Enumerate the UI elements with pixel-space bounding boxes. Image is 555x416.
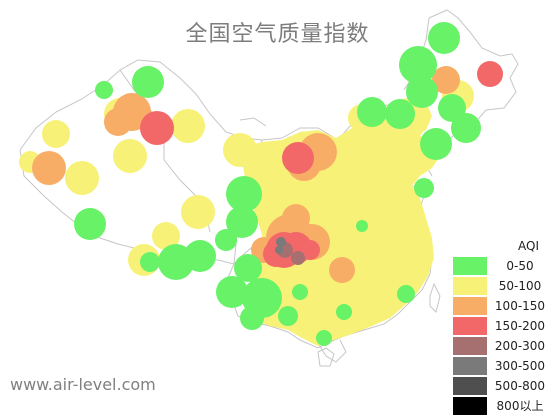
legend-label-300-500: 300-500 [494,359,546,373]
legend-title: AQI [518,239,539,253]
legend-row-50-100: 50-100 [453,276,553,296]
legend-label-0-50: 0-50 [506,259,534,273]
aqi-map [19,9,519,367]
aqi-0-50-zones [74,22,481,346]
legend-label-150-200: 150-200 [494,319,546,333]
legend-swatch-200-300 [453,337,487,355]
legend-label-50-100: 50-100 [498,279,542,293]
island-outlines [317,282,441,367]
legend-row-300-500: 300-500 [453,356,553,376]
legend-swatch-50-100 [453,277,487,295]
legend-swatch-500-800 [453,377,487,395]
aqi-150-200-zones [140,61,503,268]
legend-row-500-800: 500-800 [453,376,553,396]
legend-swatch-150-200 [453,317,487,335]
legend-row-100-150: 100-150 [453,296,553,316]
site-url: www.air-level.com [10,375,156,394]
legend-row-200-300: 200-300 [453,336,553,356]
legend-row-150-200: 150-200 [453,316,553,336]
legend-swatch-300-500 [453,357,487,375]
legend-label-500-800: 500-800 [494,379,546,393]
aqi-300-500-zones [275,237,286,254]
legend-label-200-300: 200-300 [494,339,546,353]
legend-swatch-0-50 [453,257,487,275]
legend-swatch-100-150 [453,297,487,315]
legend-row-800-plus: 800以上 [453,396,553,416]
legend-row-0-50: 0-50 [453,256,553,276]
map-title: 全国空气质量指数 [185,22,370,47]
legend-label-100-150: 100-150 [494,299,546,313]
aqi-legend: AQI 0-50 50-100 100-150 150-200 200-300 … [453,236,553,416]
